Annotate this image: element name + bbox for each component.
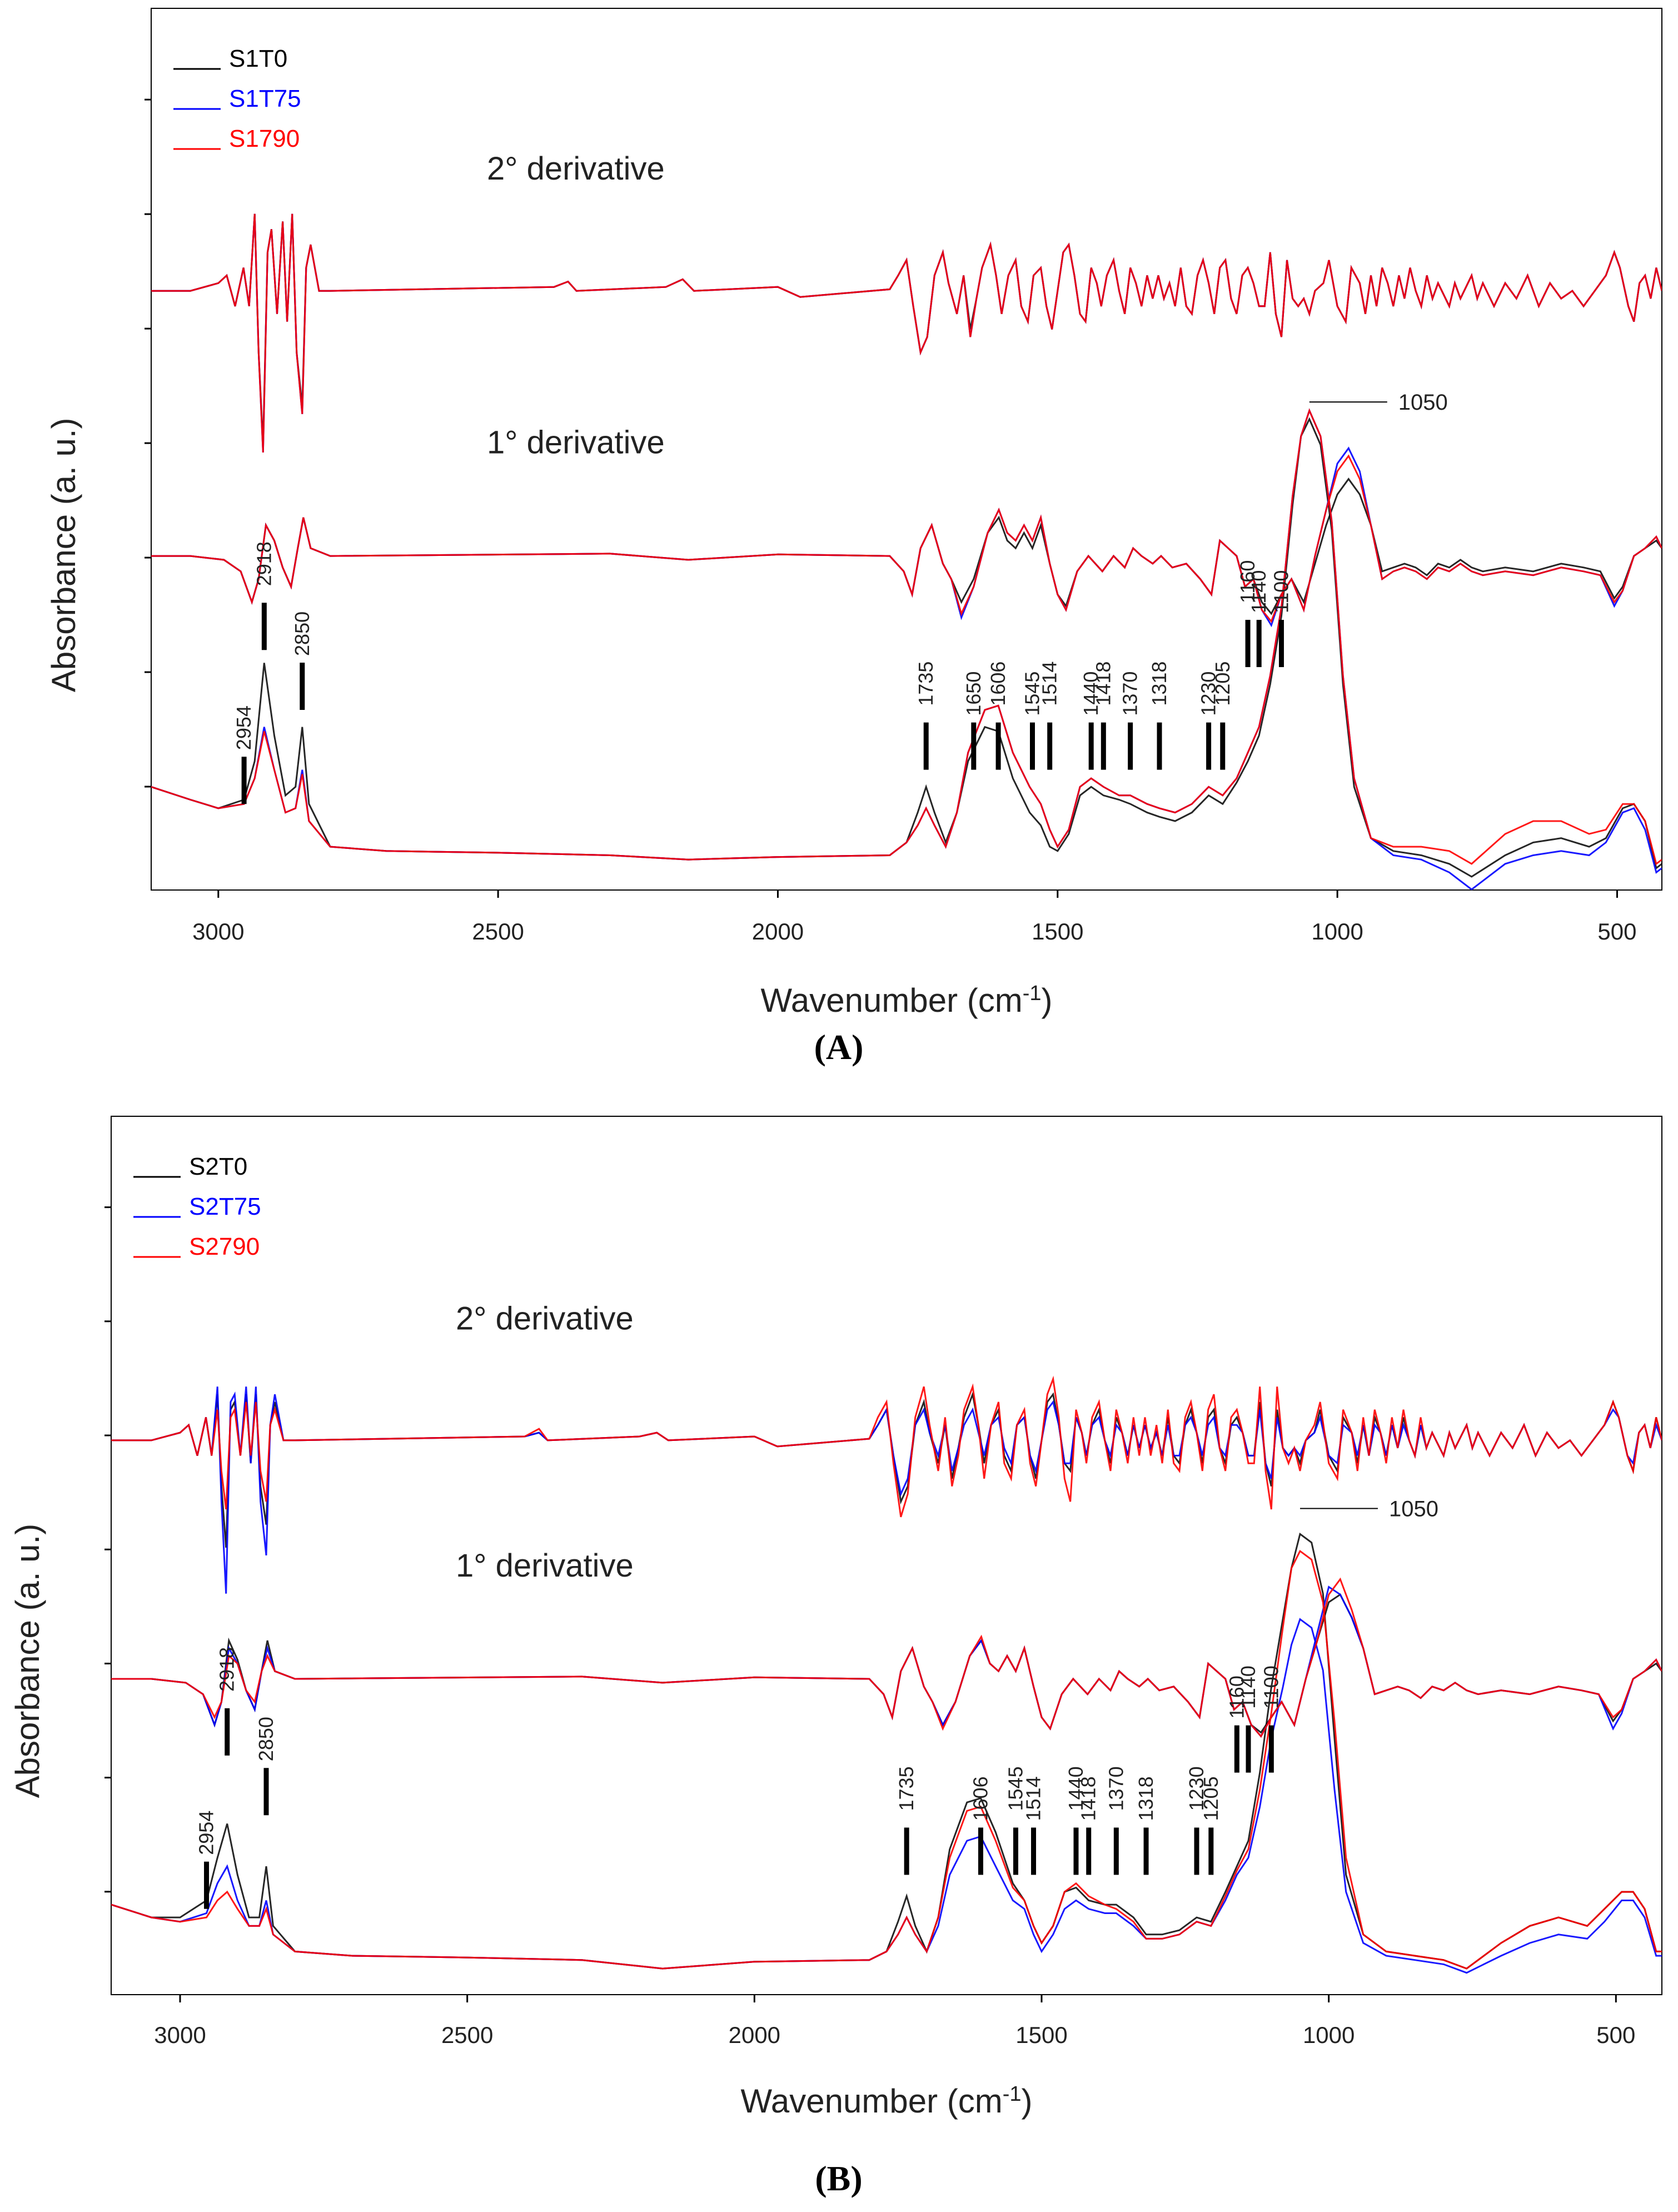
- legend-entry: S2T0: [189, 1153, 247, 1180]
- peak-label: 1514: [1038, 662, 1061, 706]
- legend-entry: S2T75: [189, 1193, 261, 1220]
- peak-label: 1514: [1022, 1776, 1045, 1821]
- x-tick-label: 2000: [752, 918, 804, 945]
- peak-label: 1440: [1064, 1766, 1087, 1811]
- peak-label: 1735: [914, 662, 937, 706]
- peak-label: 2954: [195, 1811, 218, 1855]
- peak-label: 1440: [1079, 672, 1102, 716]
- peak-label: 1418: [1092, 662, 1114, 706]
- peak-label: 1545: [1004, 1766, 1027, 1811]
- y-axis-label: Absorbance (a. u.): [45, 418, 82, 693]
- series-S1790-first_derivative: [151, 454, 1662, 623]
- peak-label: 2918: [216, 1647, 238, 1692]
- peak-label: 1318: [1134, 1776, 1157, 1821]
- x-tick-label: 3000: [192, 918, 244, 945]
- peak-label: 1140: [1237, 1666, 1259, 1708]
- legend-entry: S1T0: [229, 45, 287, 72]
- peak-label: 1370: [1104, 1766, 1127, 1811]
- peak-label: 1545: [1021, 672, 1044, 716]
- callout-label: 1050: [1389, 1497, 1438, 1521]
- peak-label: 1418: [1077, 1776, 1100, 1821]
- legend-entry: S2790: [189, 1233, 260, 1260]
- peak-label: 1606: [969, 1776, 992, 1821]
- x-tick-label: 3000: [154, 2022, 206, 2048]
- peak-label: 1650: [962, 672, 985, 716]
- x-tick-label: 2500: [472, 918, 524, 945]
- x-tick-label: 500: [1597, 918, 1636, 945]
- callout-label: 1050: [1398, 390, 1448, 415]
- x-tick-label: 1000: [1311, 918, 1363, 945]
- x-tick-label: 1500: [1032, 918, 1083, 945]
- series-S2790-first_derivative: [111, 1577, 1662, 1738]
- peak-label: 2850: [255, 1717, 277, 1761]
- peak-label: 1230: [1185, 1766, 1208, 1811]
- peak-label: 1140: [1247, 570, 1270, 613]
- legend-entry: S1790: [229, 125, 300, 152]
- peak-label: 1205: [1211, 662, 1234, 706]
- trace-label: 1° derivative: [456, 1548, 634, 1584]
- peak-label: 1370: [1119, 672, 1142, 716]
- peak-label: 1606: [987, 662, 1009, 706]
- peak-label: 1318: [1148, 662, 1171, 706]
- peak-label: 2850: [291, 612, 313, 656]
- peak-label: 1160: [1236, 560, 1259, 603]
- panel-b: 3000 2500 2000 1500 1000 500 Wavenumber (cm-1)…: [9, 1116, 1662, 2198]
- series-S2790-second_derivative: [111, 1375, 1662, 1518]
- plot-frame: [111, 1116, 1662, 1995]
- peak-label: 2954: [232, 705, 255, 750]
- peak-label: 1160: [1225, 1676, 1248, 1718]
- legend-entry: S1T75: [229, 85, 301, 112]
- peak-label: 1100: [1259, 1666, 1282, 1708]
- peak-label: 1735: [895, 1766, 918, 1811]
- x-axis-label: Wavenumber (cm-1): [761, 982, 1053, 1019]
- peak-label: 1205: [1199, 1776, 1222, 1821]
- peak-label: 1100: [1269, 570, 1292, 613]
- y-axis-label: Absorbance (a. u.): [9, 1524, 46, 1798]
- x-tick-label: 1000: [1303, 2022, 1355, 2048]
- trace-label: 2° derivative: [456, 1301, 634, 1337]
- series-S1790-absorbance: [151, 408, 1662, 866]
- peak-label: 2918: [252, 541, 275, 586]
- x-tick-label: 2500: [441, 2022, 493, 2048]
- peak-label: 1230: [1197, 672, 1220, 716]
- x-tick-label: 500: [1596, 2022, 1635, 2048]
- x-axis-label: Wavenumber (cm-1): [741, 2082, 1033, 2120]
- panel-label: (A): [814, 1027, 864, 1067]
- plot-frame: [151, 8, 1662, 891]
- series-S2790-absorbance: [111, 1549, 1662, 1970]
- series-S1790-second_derivative: [151, 213, 1662, 453]
- trace-label: 1° derivative: [487, 424, 665, 460]
- trace-label: 2° derivative: [487, 151, 665, 187]
- panel-label: (B): [815, 2159, 862, 2198]
- x-tick-label: 2000: [729, 2022, 780, 2048]
- x-tick-label: 1500: [1015, 2022, 1067, 2048]
- panel-a: 3000 2500 2000 1500 1000 500 Wavenumber (cm-1)…: [45, 8, 1662, 1067]
